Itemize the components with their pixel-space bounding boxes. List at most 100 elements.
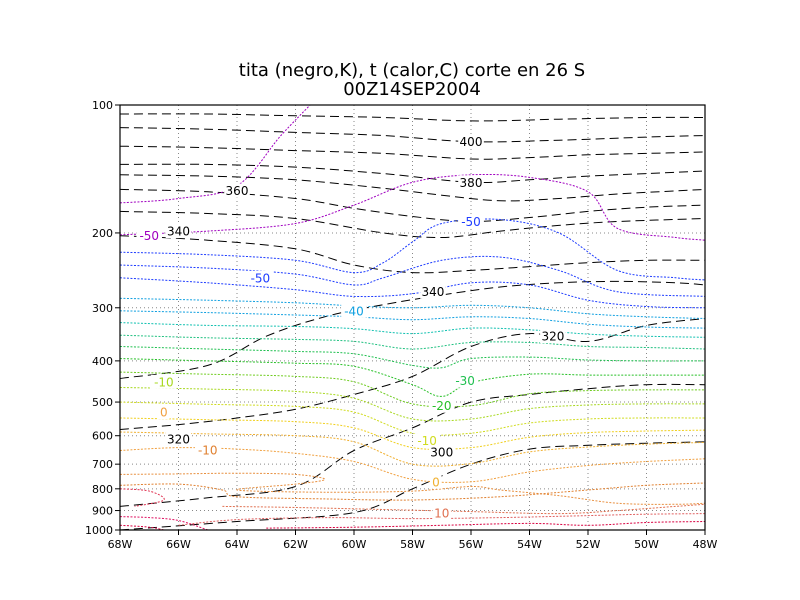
- chart-title: tita (negro,K), t (calor,C) corte en 26 …: [239, 60, 585, 81]
- theta-contour-label: 380: [460, 176, 483, 190]
- theta-contour-320: [119, 318, 706, 430]
- temperature-contour-label: 0: [432, 475, 440, 489]
- contour-label-background: [432, 505, 451, 520]
- contour-label-background: [428, 444, 455, 459]
- temperature-contour: [119, 255, 706, 297]
- x-tick-label: 50W: [634, 538, 659, 551]
- temperature-contour: [266, 521, 706, 529]
- y-tick-label: 800: [92, 483, 113, 496]
- x-tick-label: 60W: [342, 538, 367, 551]
- contour-labels: 400380360360340340320320300-50-50-50-40-…: [136, 134, 566, 520]
- temperature-contour: [119, 173, 706, 241]
- temperature-contour: [119, 431, 706, 467]
- contour-label-background: [428, 398, 455, 413]
- temperature-contours: [119, 104, 706, 531]
- theta-contour-label: 300: [430, 445, 453, 459]
- temperature-contour-label: -10: [417, 434, 437, 448]
- temperature-contour-label: -10: [154, 375, 174, 389]
- x-tick-label: 56W: [459, 538, 484, 551]
- temperature-contour-label: -50: [139, 229, 159, 243]
- contour-label-background: [224, 183, 250, 198]
- temperature-contour: [119, 401, 706, 436]
- x-tick-label: 52W: [576, 538, 601, 551]
- temperature-contour-label: -50: [461, 215, 481, 229]
- y-tick-label: 900: [92, 505, 113, 518]
- contour-label-background: [341, 303, 367, 318]
- theta-contour-350: [119, 210, 706, 239]
- x-tick-label: 66W: [166, 538, 191, 551]
- y-tick-label: 200: [92, 227, 113, 240]
- theta-contour-label: 360: [226, 184, 249, 198]
- contour-label-background: [458, 134, 484, 149]
- temperature-contour: [119, 346, 706, 369]
- temperature-contour: [119, 371, 706, 408]
- contour-label-background: [420, 284, 446, 299]
- y-tick-label: 400: [92, 355, 113, 368]
- contour-label-background: [247, 270, 274, 285]
- temperature-contour: [119, 516, 208, 531]
- temperature-contour: [119, 387, 706, 422]
- theta-contour-380: [119, 163, 706, 184]
- contour-label-background: [151, 374, 177, 389]
- temperature-contour-label: -10: [198, 443, 218, 457]
- temperature-contour: [119, 447, 706, 483]
- temperature-contour-label: -40: [344, 304, 364, 318]
- temperature-contour: [119, 277, 706, 309]
- y-tick-label: 1000: [85, 524, 113, 537]
- theta-contour-340: [119, 235, 706, 274]
- contour-label-background: [165, 431, 192, 446]
- theta-contour-310: [119, 383, 706, 507]
- theta-contour-label: 320: [541, 330, 564, 344]
- temperature-contour-label: -30: [455, 374, 475, 388]
- y-tick-label: 700: [92, 458, 113, 471]
- temperature-contour: [119, 358, 705, 397]
- temperature-contour-label: 10: [434, 506, 449, 520]
- theta-contour-label: 340: [167, 225, 190, 239]
- theta-contour-label: 340: [422, 285, 445, 299]
- temperature-contour: [178, 513, 706, 526]
- temperature-contour: [222, 503, 706, 515]
- grid-lines: [120, 105, 705, 530]
- temperature-contour: [119, 482, 706, 501]
- x-tick-label: 64W: [225, 538, 250, 551]
- theta-contour-390: [119, 145, 706, 160]
- x-tick-label: 68W: [108, 538, 133, 551]
- temperature-contour: [119, 524, 165, 531]
- y-tick-label: 500: [92, 396, 113, 409]
- y-tick-label: 300: [92, 302, 113, 315]
- temperature-contour: [119, 488, 165, 507]
- x-tick-label: 62W: [283, 538, 308, 551]
- contour-label-background: [430, 474, 442, 489]
- contour-label-background: [452, 373, 478, 388]
- temperature-contour-label: 0: [160, 406, 168, 420]
- temperature-contour-label: -50: [251, 271, 271, 285]
- contour-label-background: [540, 329, 566, 344]
- temperature-contour: [119, 472, 706, 505]
- x-tick-label: 58W: [400, 538, 425, 551]
- x-tick-label: 54W: [517, 538, 542, 551]
- contour-label-background: [458, 214, 484, 229]
- theta-contour-370: [119, 174, 706, 202]
- contour-label-background: [136, 228, 163, 243]
- theta-contour-300: [119, 441, 706, 531]
- contour-label-background: [165, 224, 192, 239]
- contour-label-background: [194, 442, 221, 457]
- temperature-contour: [119, 218, 706, 281]
- contour-label-background: [414, 433, 440, 448]
- contour-label-background: [158, 405, 170, 420]
- theta-contour-label: 400: [460, 135, 483, 149]
- theta-contour-410: [119, 113, 706, 122]
- chart-subtitle: 00Z14SEP2004: [343, 79, 481, 100]
- theta-contour-330: [119, 280, 706, 379]
- y-tick-label: 600: [92, 430, 113, 443]
- temperature-contour: [119, 334, 706, 350]
- axes: 68W 66W 64W 62W 60W 58W 56W 54W 52W 50W 48W1000900…: [85, 99, 718, 551]
- temperature-contour: [119, 417, 706, 451]
- x-tick-label: 48W: [693, 538, 718, 551]
- y-tick-label: 100: [92, 99, 113, 112]
- temperature-contour: [119, 104, 311, 204]
- contour-label-background: [458, 175, 484, 190]
- theta-contour-label: 320: [167, 432, 190, 446]
- temperature-contour-label: -20: [432, 399, 452, 413]
